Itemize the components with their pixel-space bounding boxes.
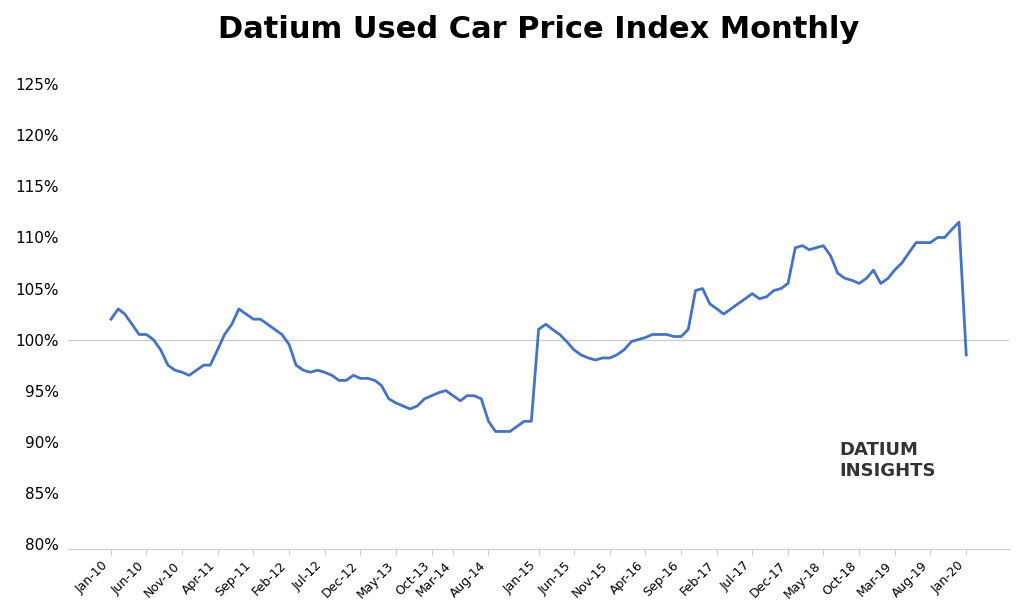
- Text: DATIUM
INSIGHTS: DATIUM INSIGHTS: [840, 441, 936, 480]
- Title: Datium Used Car Price Index Monthly: Datium Used Car Price Index Monthly: [218, 15, 859, 44]
